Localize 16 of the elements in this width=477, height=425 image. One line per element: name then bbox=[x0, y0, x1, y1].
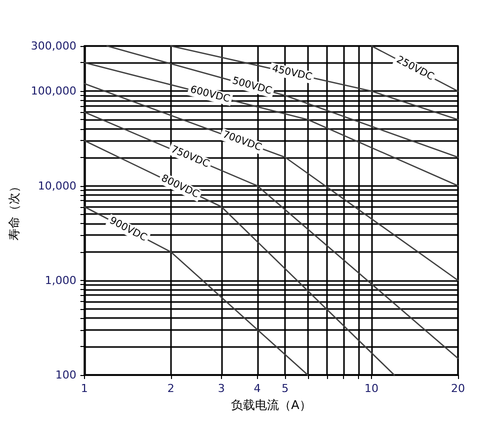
y-axis-title: 寿命（次） bbox=[7, 180, 21, 240]
x-tick-label: 20 bbox=[451, 382, 465, 395]
y-tick-label: 10,000 bbox=[38, 179, 76, 192]
x-tick-label: 2 bbox=[167, 382, 174, 395]
y-tick-label: 100,000 bbox=[30, 84, 76, 98]
x-axis-title: 负载电流（A） bbox=[231, 398, 312, 412]
y-tick-label: 300,000 bbox=[30, 40, 76, 52]
x-tick-label: 10 bbox=[364, 382, 379, 395]
x-tick-label: 4 bbox=[254, 382, 261, 395]
x-tick-label: 5 bbox=[282, 382, 289, 395]
x-tick-label: 3 bbox=[218, 382, 225, 395]
text: 450VDC bbox=[270, 63, 314, 84]
text: 600VDC bbox=[188, 84, 232, 106]
y-tick-label: 100 bbox=[55, 368, 76, 382]
x-tick-label: 1 bbox=[80, 382, 88, 395]
y-tick-label: 1,000 bbox=[44, 274, 76, 287]
